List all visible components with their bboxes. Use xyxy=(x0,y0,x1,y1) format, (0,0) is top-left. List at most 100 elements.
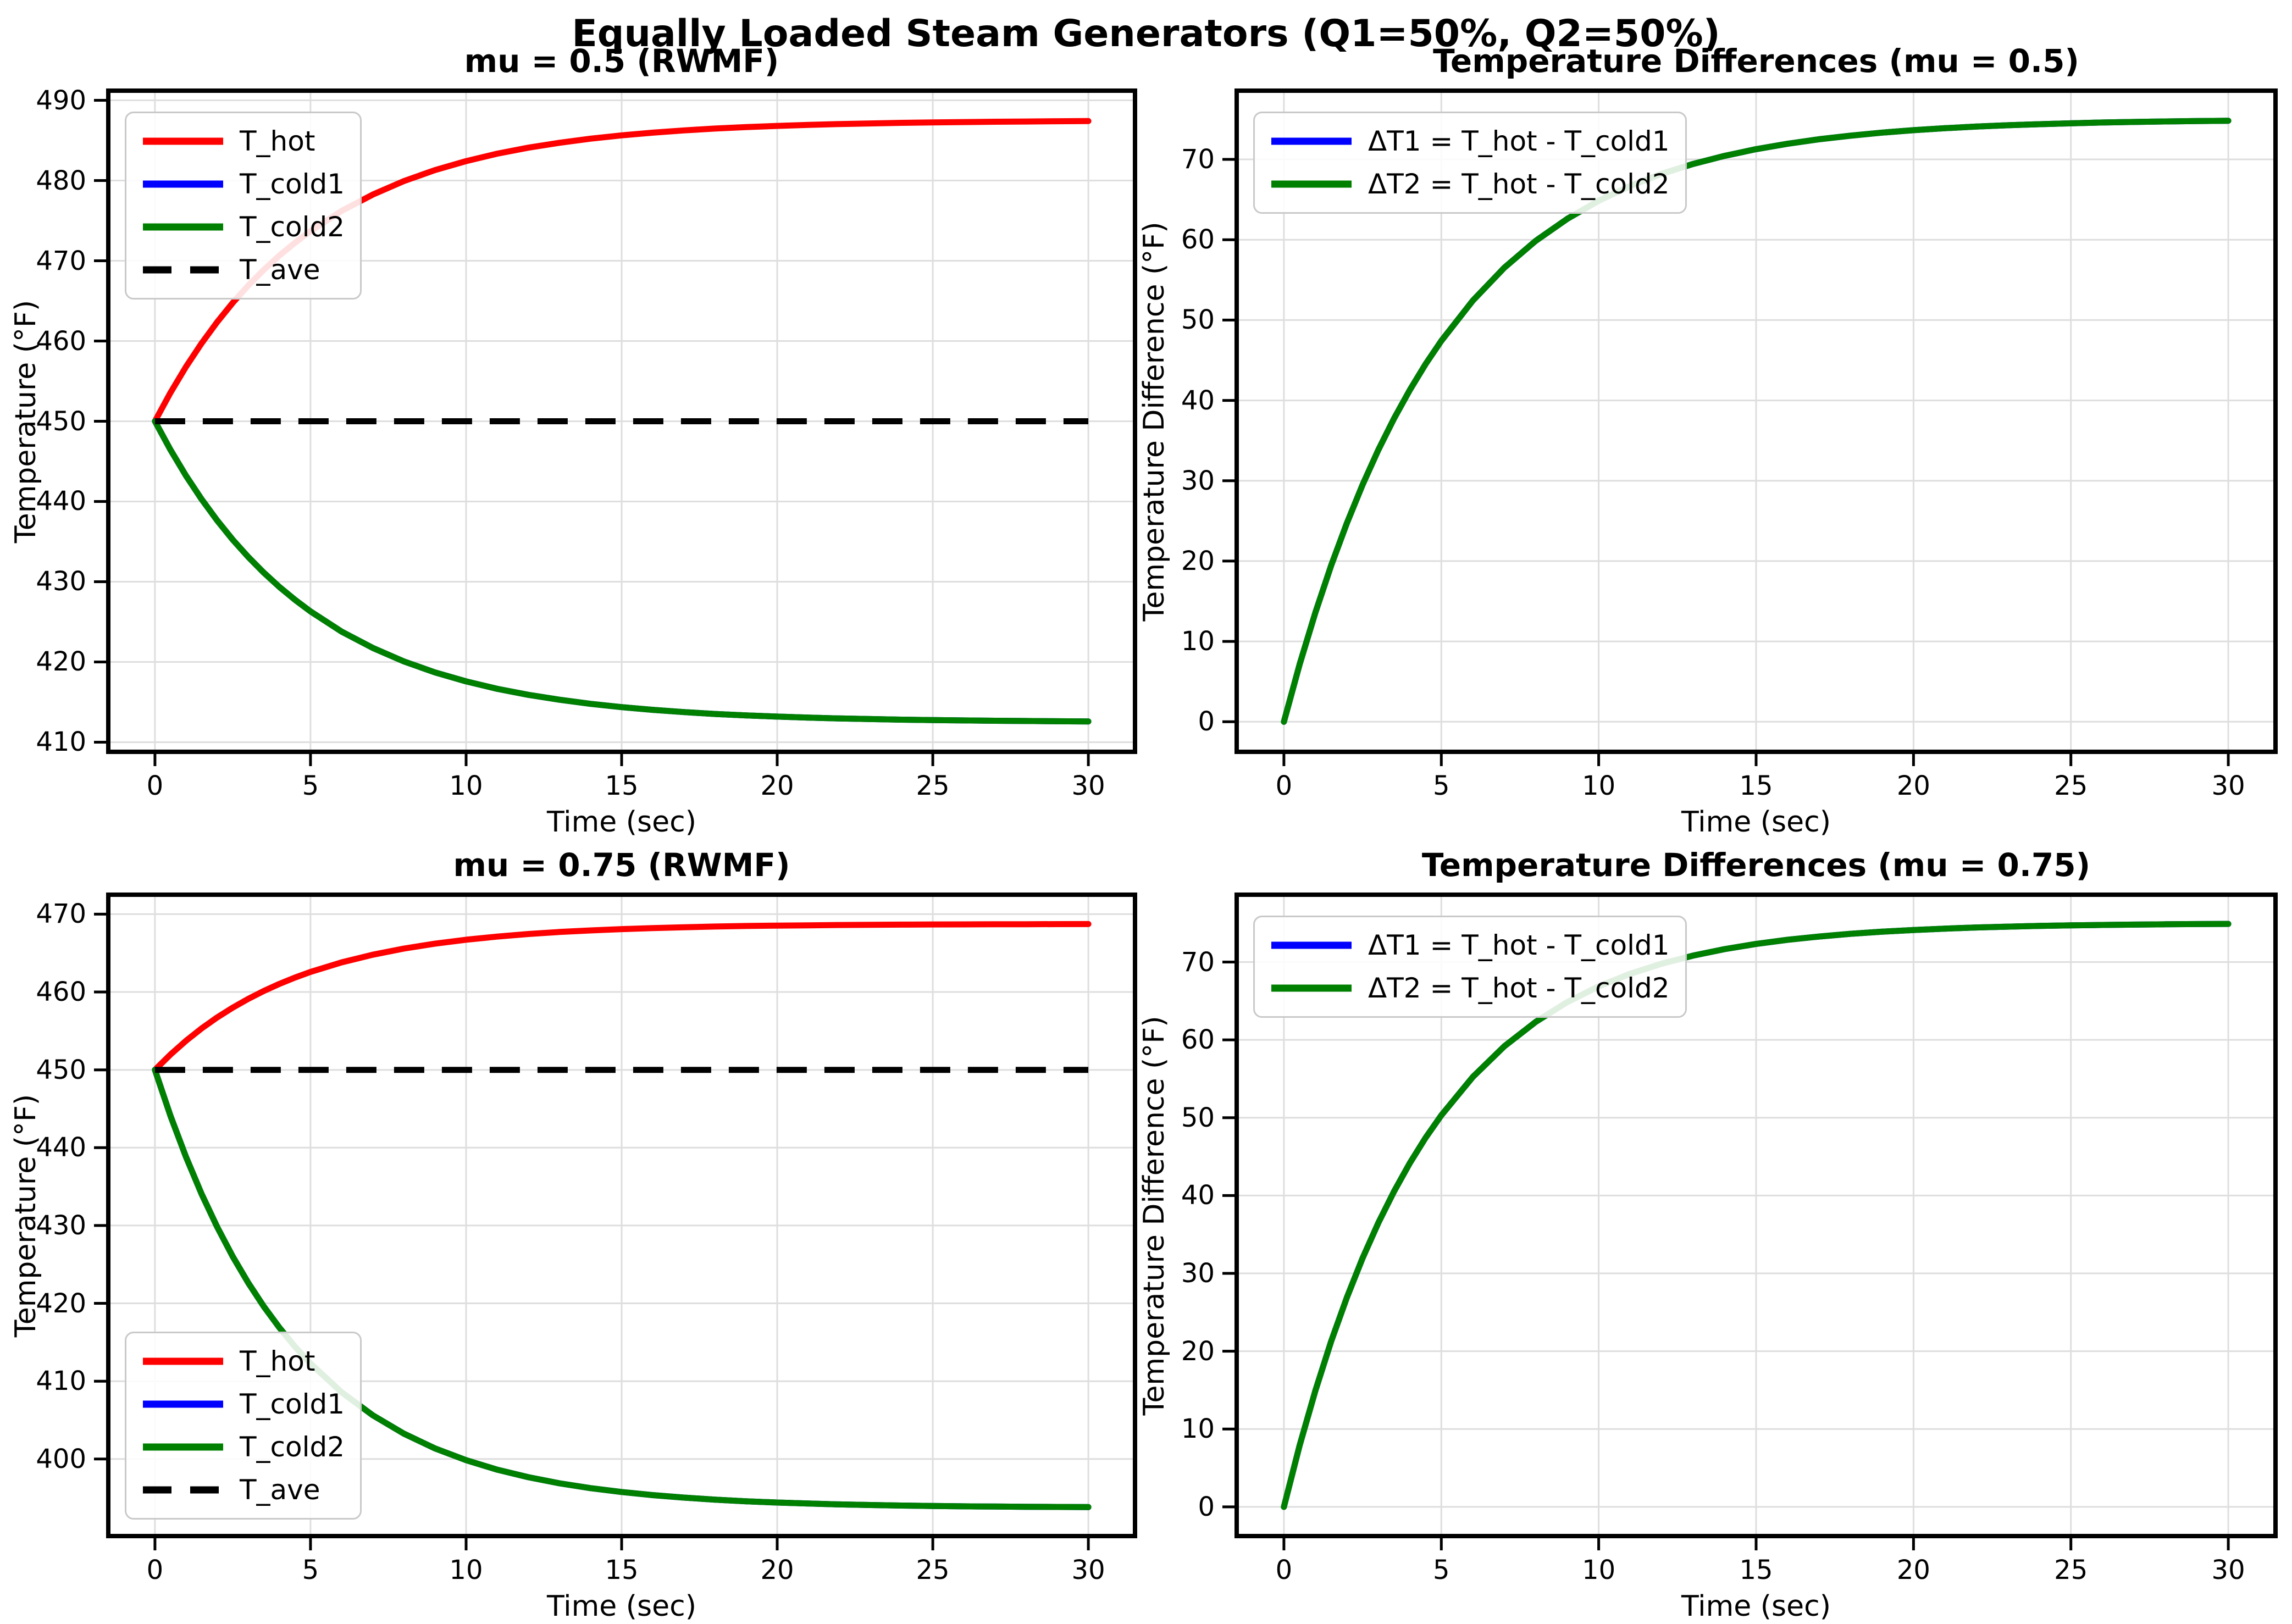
subplot-group-2 xyxy=(94,893,1137,1550)
tick-marks xyxy=(1222,158,2230,766)
legend-line-sample xyxy=(143,1443,223,1451)
series-line xyxy=(152,921,1092,1073)
y-tick-label: 70 xyxy=(1181,946,1215,978)
x-tick-label: 10 xyxy=(449,1555,483,1586)
legend-label: T_ave xyxy=(240,254,320,286)
y-tick-label: 430 xyxy=(36,1210,86,1241)
legend-line-sample xyxy=(1271,137,1352,145)
x-tick-label: 15 xyxy=(605,1555,639,1586)
legend-item: T_ave xyxy=(142,253,345,287)
tick-marks xyxy=(94,912,1090,1550)
y-tick-label: 460 xyxy=(36,977,86,1008)
x-tick-label: 30 xyxy=(2211,771,2245,801)
y-tick-label: 470 xyxy=(36,245,86,276)
y-tick-label: 410 xyxy=(36,727,86,758)
subplot-title: Temperature Differences (mu = 0.5) xyxy=(1433,42,2079,80)
y-tick-label: 0 xyxy=(1198,706,1215,738)
axes-frame xyxy=(1234,893,2278,1538)
legend-label: T_cold1 xyxy=(240,1388,345,1420)
y-tick-label: 70 xyxy=(1181,143,1215,175)
y-tick-label: 10 xyxy=(1181,1414,1215,1445)
x-tick-label: 10 xyxy=(1582,771,1616,801)
subplot-title: mu = 0.75 (RWMF) xyxy=(453,846,790,884)
x-axis-label: Time (sec) xyxy=(1681,806,1831,839)
y-tick-label: 50 xyxy=(1181,304,1215,336)
legend-item: ΔT1 = T_hot - T_cold1 xyxy=(1270,928,1670,962)
legend-item: T_hot xyxy=(142,124,345,158)
y-tick-label: 410 xyxy=(36,1366,86,1397)
legend-item: T_cold2 xyxy=(142,210,345,244)
tick-marks xyxy=(94,99,1090,766)
y-tick-label: 20 xyxy=(1181,1335,1215,1367)
y-tick-label: 450 xyxy=(36,406,86,437)
legend-label: T_cold2 xyxy=(240,1431,345,1463)
x-tick-label: 25 xyxy=(2054,1555,2088,1586)
axes-frame xyxy=(1234,88,2278,754)
x-tick-label: 30 xyxy=(2211,1555,2245,1586)
legend-label: T_ave xyxy=(240,1474,320,1506)
x-tick-label: 20 xyxy=(760,771,794,801)
y-tick-label: 60 xyxy=(1181,224,1215,256)
x-tick-label: 15 xyxy=(605,771,639,801)
x-tick-label: 20 xyxy=(1896,771,1930,801)
axes-frame xyxy=(106,88,1137,754)
y-tick-label: 30 xyxy=(1181,1258,1215,1289)
y-tick-label: 40 xyxy=(1181,1180,1215,1211)
legend-label: ΔT1 = T_hot - T_cold1 xyxy=(1368,125,1670,157)
legend: ΔT1 = T_hot - T_cold1 ΔT2 = T_hot - T_col… xyxy=(1253,112,1687,214)
legend-item: ΔT1 = T_hot - T_cold1 xyxy=(1270,124,1670,158)
legend-line-sample xyxy=(143,180,223,188)
y-tick-label: 480 xyxy=(36,165,86,196)
legend-item: T_cold2 xyxy=(142,1430,345,1464)
legend-line-sample xyxy=(143,1357,223,1365)
legend-item: T_cold1 xyxy=(142,167,345,201)
legend-label: T_hot xyxy=(240,125,315,157)
y-tick-label: 420 xyxy=(36,1288,86,1319)
legend-item: ΔT2 = T_hot - T_cold2 xyxy=(1270,971,1670,1005)
x-tick-label: 0 xyxy=(146,771,164,801)
y-tick-label: 10 xyxy=(1181,626,1215,657)
y-tick-label: 460 xyxy=(36,325,86,357)
x-tick-label: 5 xyxy=(302,771,319,801)
y-tick-label: 40 xyxy=(1181,385,1215,416)
legend-line-sample xyxy=(1271,180,1352,188)
x-tick-label: 30 xyxy=(1071,1555,1105,1586)
x-tick-label: 10 xyxy=(1582,1555,1616,1586)
legend-label: T_cold1 xyxy=(240,168,345,200)
y-tick-label: 470 xyxy=(36,899,86,930)
legend: T_hot T_cold1 T_cold2 T_ave xyxy=(125,1332,362,1520)
y-tick-label: 30 xyxy=(1181,465,1215,496)
legend-line-sample xyxy=(143,223,223,231)
legend-label: ΔT2 = T_hot - T_cold2 xyxy=(1368,972,1670,1004)
series-line xyxy=(152,418,1092,725)
x-tick-label: 15 xyxy=(1739,1555,1773,1586)
legend-label: T_hot xyxy=(240,1345,315,1377)
y-tick-label: 440 xyxy=(36,1132,86,1163)
x-tick-label: 30 xyxy=(1071,771,1105,801)
legend-line-sample xyxy=(143,1486,223,1494)
legend-item: T_hot xyxy=(142,1344,345,1378)
subplot-title: mu = 0.5 (RWMF) xyxy=(464,42,779,80)
gridlines xyxy=(108,895,1135,1536)
x-tick-label: 20 xyxy=(760,1555,794,1586)
x-tick-label: 5 xyxy=(302,1555,319,1586)
legend-line-sample xyxy=(143,1400,223,1408)
x-tick-label: 5 xyxy=(1432,1555,1450,1586)
x-tick-label: 10 xyxy=(449,771,483,801)
x-tick-label: 25 xyxy=(916,771,950,801)
subplot-group-0 xyxy=(94,88,1137,766)
y-tick-label: 450 xyxy=(36,1054,86,1085)
legend-line-sample xyxy=(143,266,223,274)
subplot-title: Temperature Differences (mu = 0.75) xyxy=(1421,846,2091,884)
x-tick-label: 0 xyxy=(146,1555,164,1586)
axes-frame xyxy=(106,893,1137,1538)
legend-line-sample xyxy=(1271,941,1352,949)
x-axis-label: Time (sec) xyxy=(546,806,697,839)
x-tick-label: 0 xyxy=(1275,771,1293,801)
y-tick-label: 440 xyxy=(36,486,86,517)
legend-label: ΔT2 = T_hot - T_cold2 xyxy=(1368,168,1670,200)
series-line xyxy=(152,1067,1092,1510)
legend-label: T_cold2 xyxy=(240,211,345,243)
y-tick-label: 0 xyxy=(1198,1491,1215,1522)
